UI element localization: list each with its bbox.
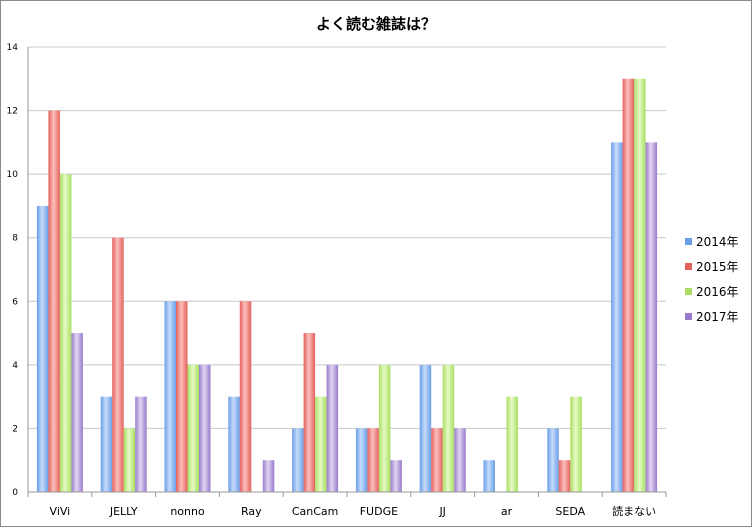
legend-swatch bbox=[685, 313, 692, 320]
bar bbox=[48, 110, 60, 493]
x-tick-label: SEDA bbox=[555, 505, 585, 518]
y-tick-label: 8 bbox=[12, 234, 18, 244]
y-tick-label: 12 bbox=[7, 107, 18, 117]
bar bbox=[378, 364, 391, 492]
x-tick-label: JELLY bbox=[109, 505, 138, 518]
x-tick-label: ar bbox=[501, 505, 513, 518]
bar bbox=[239, 301, 252, 492]
bar bbox=[390, 460, 402, 492]
x-axis: ViVi JELLY nonno Ray CanCam FUDGE JJ ar SEDA 読まない bbox=[27, 491, 667, 518]
bar bbox=[454, 428, 466, 492]
y-axis: 0 2 4 6 8 10 12 14 bbox=[7, 43, 29, 498]
legend-label: 2015年 bbox=[696, 260, 739, 274]
x-tick-label: CanCam bbox=[292, 505, 339, 518]
bar bbox=[547, 428, 559, 492]
bar bbox=[262, 460, 275, 492]
bars bbox=[36, 78, 658, 493]
y-tick-label: 14 bbox=[7, 43, 19, 53]
y-tick-label: 4 bbox=[12, 361, 18, 371]
x-tick-label: FUDGE bbox=[360, 505, 398, 518]
bar bbox=[506, 396, 518, 492]
bar bbox=[187, 364, 199, 492]
legend-swatch bbox=[685, 238, 692, 245]
x-tick-label: Ray bbox=[241, 505, 262, 518]
bar bbox=[419, 364, 432, 492]
bar bbox=[176, 301, 188, 492]
bar bbox=[59, 174, 72, 492]
bar bbox=[228, 396, 240, 492]
legend-swatch bbox=[685, 263, 692, 270]
bar bbox=[645, 142, 658, 492]
y-tick-label: 6 bbox=[12, 297, 18, 307]
y-tick-label: 10 bbox=[7, 170, 19, 180]
bar bbox=[634, 78, 646, 493]
x-tick-label: JJ bbox=[438, 505, 446, 518]
bar bbox=[326, 364, 339, 492]
bar bbox=[303, 333, 316, 492]
bar bbox=[431, 428, 443, 492]
y-tick-label: 0 bbox=[12, 488, 18, 498]
bar bbox=[100, 396, 113, 492]
bar bbox=[483, 460, 495, 492]
legend-label: 2017年 bbox=[696, 310, 739, 324]
legend: 2014年 2015年 2016年 2017年 bbox=[685, 235, 739, 324]
bar bbox=[315, 396, 327, 492]
bar bbox=[36, 205, 49, 492]
x-tick-label: nonno bbox=[170, 505, 205, 518]
x-tick-label: ViVi bbox=[50, 505, 71, 518]
bar bbox=[164, 301, 176, 492]
bar bbox=[135, 396, 147, 492]
bar bbox=[112, 237, 124, 492]
bar bbox=[367, 428, 379, 492]
bar bbox=[558, 460, 571, 492]
bar bbox=[570, 396, 582, 492]
chart-title: よく読む雑誌は？ bbox=[316, 15, 436, 33]
y-tick-label: 2 bbox=[12, 424, 18, 434]
bar bbox=[292, 428, 304, 492]
bar bbox=[199, 364, 211, 492]
bar bbox=[123, 428, 136, 492]
legend-label: 2014年 bbox=[696, 235, 739, 249]
bar bbox=[622, 78, 635, 493]
bar bbox=[442, 364, 455, 492]
bar bbox=[355, 428, 368, 492]
legend-swatch bbox=[685, 288, 692, 295]
x-tick-label: 読まない bbox=[612, 504, 656, 518]
bar bbox=[611, 142, 623, 492]
bar bbox=[71, 333, 83, 492]
legend-label: 2016年 bbox=[696, 285, 739, 299]
